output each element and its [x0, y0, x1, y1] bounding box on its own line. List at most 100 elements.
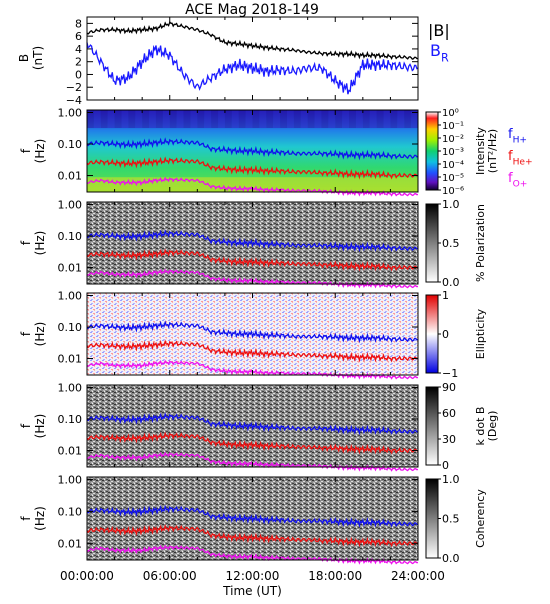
spectral-band [238, 110, 246, 129]
y-tick-label: −2 [66, 81, 82, 94]
series-line-f-he [86, 248, 419, 272]
spectral-band [183, 110, 191, 129]
y-tick-label: 0.10 [58, 138, 83, 151]
colorbar-tick-label: −1 [442, 367, 458, 380]
spectral-band [231, 110, 239, 129]
y-tick-label: 0 [75, 68, 82, 81]
y-tick-label: 0.10 [58, 321, 83, 334]
panel-plot-area [87, 17, 418, 100]
spectral-band [224, 110, 232, 129]
y-tick-label: 2 [75, 56, 82, 69]
y-tick-label: 6 [75, 30, 82, 43]
colorbar-tick-label: 30 [442, 433, 456, 446]
spectral-band [307, 110, 315, 129]
colorbar-tick-label: 10⁻⁴ [442, 160, 464, 171]
spectral-band [87, 110, 94, 129]
colorbar-tick-label: 1 [442, 289, 449, 302]
spectral-band [369, 110, 377, 129]
series-line-f-h [86, 320, 419, 344]
spectral-band [280, 110, 287, 129]
panel-intensity: 1.00 0.10 0.01 f (Hz) 10⁰ 10⁻¹ 10⁻² 10⁻³ 10⁻⁴ 10⁻⁵… [19, 106, 533, 197]
series-line-b-r [86, 42, 419, 95]
colorbar-label: Ellipticity [474, 308, 487, 359]
spectral-band [314, 110, 322, 129]
colorbar-label: Coherency [474, 489, 487, 548]
colorbar-tick-label: 1.0 [442, 198, 460, 211]
colorbar-label: Intensity [474, 127, 487, 175]
y-tick-label: −4 [66, 94, 82, 107]
series-line-f-he [86, 156, 419, 180]
spectral-band [286, 110, 294, 129]
colorbar-tick-label: 0.5 [442, 237, 460, 250]
y-tick-label: 1.00 [58, 289, 83, 302]
y-tick-label: 0.10 [58, 505, 83, 518]
y-axis-label: B [17, 54, 31, 62]
y-axis-unit: (Hz) [33, 322, 47, 347]
panel-ellipticity: 1.00 0.10 0.01 f (Hz) 1 0 −1 Ellipticity [19, 289, 487, 380]
spectral-band [114, 110, 122, 129]
colorbar-tick-label: 0.5 [442, 513, 460, 526]
y-tick-label: 0.01 [58, 262, 83, 275]
legend-b-total: |B| [428, 21, 450, 40]
colorbar [425, 203, 439, 283]
spectral-band [142, 110, 150, 129]
colorbar-tick-label: 0.0 [442, 552, 460, 565]
colorbar [425, 478, 439, 559]
spectral-band [176, 110, 184, 129]
colorbar [425, 294, 439, 374]
spectral-band [100, 110, 108, 129]
spectral-band [321, 110, 329, 129]
y-axis-label: f [19, 240, 33, 245]
colorbar-tick-label: 60 [442, 407, 456, 420]
series-line-f-he [86, 431, 419, 455]
legend-he: fHe+ [508, 149, 533, 168]
panel-k-dot-b: 1.00 0.10 0.01 f (Hz) 90 60 30 0 k dot B (Deg) [19, 381, 499, 472]
y-tick-label: 1.00 [58, 198, 83, 211]
y-tick-label: 0.01 [58, 445, 83, 458]
series-line-f-he [86, 524, 419, 548]
spectral-band [328, 110, 336, 129]
y-axis-unit: (Hz) [33, 506, 47, 531]
series-line-f-he [86, 339, 419, 363]
spectral-band [245, 110, 253, 129]
spectral-band [397, 110, 405, 129]
x-tick-label: 18:00:00 [308, 569, 362, 583]
spectral-band [190, 110, 198, 129]
spectral-band [211, 110, 219, 129]
colorbar [425, 386, 439, 466]
spectral-band [169, 110, 177, 129]
y-tick-label: 4 [75, 43, 82, 56]
colorbar-tick-label: 0.0 [442, 276, 460, 289]
y-tick-label: 1.00 [58, 474, 83, 487]
colorbar-label: k dot B [474, 407, 487, 446]
spectral-band [273, 110, 281, 129]
legend-b-r: BR [430, 41, 449, 65]
x-tick-label: 12:00:00 [226, 569, 280, 583]
colorbar-tick-label: 10⁰ [442, 108, 459, 119]
spectral-band [121, 110, 129, 129]
spectral-band [355, 110, 363, 129]
spectral-band [197, 110, 205, 129]
spectral-band [259, 110, 267, 129]
spectral-band [349, 110, 356, 129]
series-line-b-total [86, 20, 419, 60]
series-line-f-h [86, 504, 419, 528]
colorbar-tick-label: 10⁻⁵ [442, 173, 464, 184]
panel-polarization: 1.00 0.10 0.01 f (Hz) 1.0 0.5 0.0 % Polarization [19, 198, 487, 289]
colorbar-label: % Polarization [474, 204, 487, 282]
colorbar-unit: (nT²/Hz) [486, 129, 499, 173]
spectral-band [335, 110, 343, 129]
y-tick-label: 0.01 [58, 170, 83, 183]
y-tick-label: 0.01 [58, 537, 83, 550]
spectral-band [300, 110, 308, 129]
colorbar-unit: (Deg) [486, 411, 499, 442]
series-line-f-h [86, 137, 419, 161]
spectral-band [155, 110, 163, 129]
colorbar-tick-label: 0 [442, 459, 449, 472]
spectral-band [293, 110, 301, 129]
colorbar-tick-label: 1.0 [442, 473, 460, 486]
legend-h: fH+ [508, 127, 527, 146]
spectral-band [266, 110, 274, 129]
spectral-band [362, 110, 370, 129]
